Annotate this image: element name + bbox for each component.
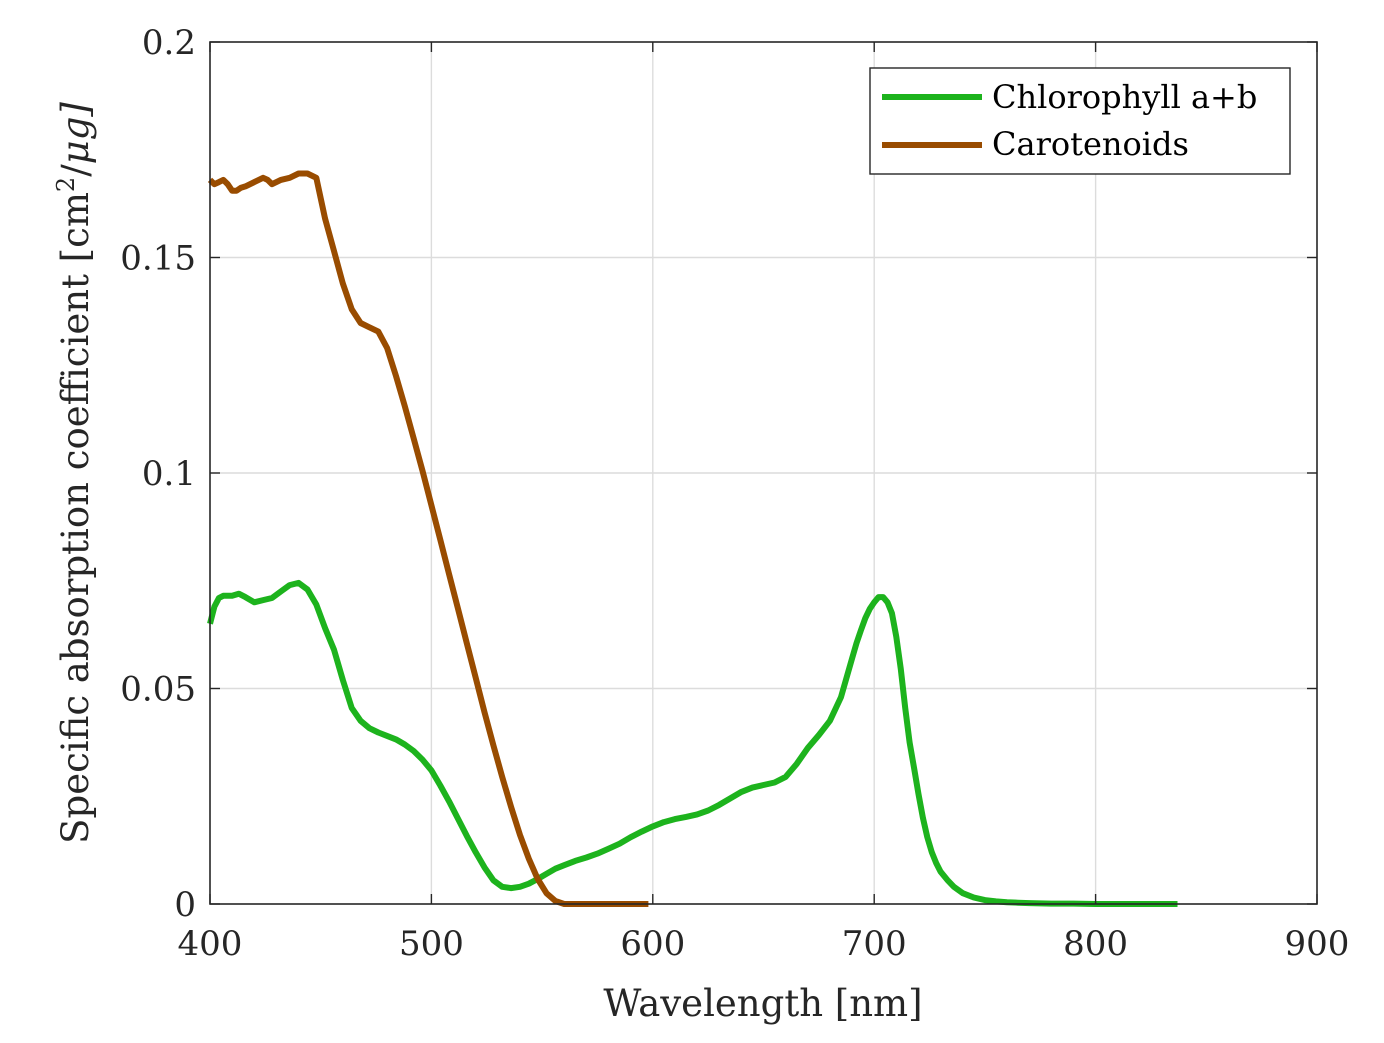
y-tick-label: 0.2 xyxy=(142,23,196,63)
x-axis-label: Wavelength [nm] xyxy=(603,982,922,1025)
y-axis-label-main: Specific absorption coefficient [cm xyxy=(54,192,97,844)
legend-box xyxy=(869,67,1291,175)
series-line-chlorophyll-a-b xyxy=(207,579,1178,907)
grid xyxy=(210,42,1317,904)
y-axis-label-unit: g] xyxy=(54,102,97,141)
series-line-carotenoids xyxy=(207,170,649,907)
y-tick-label: 0.05 xyxy=(120,670,196,710)
x-tick-label: 800 xyxy=(1063,924,1128,964)
y-axis-label-mu: μ xyxy=(54,140,97,164)
y-axis-label: Specific absorption coefficient [cm2/μg] xyxy=(52,102,97,844)
legend-label-chlorophyll: Chlorophyll a+b xyxy=(992,78,1257,116)
y-axis-label-slash: / xyxy=(54,164,97,177)
x-tick-label: 500 xyxy=(399,924,464,964)
y-tick-label: 0 xyxy=(174,885,196,925)
y-tick-label: 0.1 xyxy=(142,454,196,494)
ticks xyxy=(209,41,1318,905)
y-tick-label: 0.15 xyxy=(120,239,196,279)
series-layer xyxy=(207,170,1178,907)
y-axis-label-superscript: 2 xyxy=(52,177,80,192)
x-tick-label: 600 xyxy=(620,924,685,964)
x-tick-label: 400 xyxy=(178,924,243,964)
legend: Chlorophyll a+b Carotenoids xyxy=(869,67,1291,175)
x-tick-label: 700 xyxy=(842,924,907,964)
x-tick-label: 900 xyxy=(1285,924,1350,964)
tick-labels: 400 500 600 700 800 900 0 0.05 0.1 0.15 0.2 xyxy=(120,23,1349,964)
legend-label-carotenoids: Carotenoids xyxy=(992,125,1189,163)
